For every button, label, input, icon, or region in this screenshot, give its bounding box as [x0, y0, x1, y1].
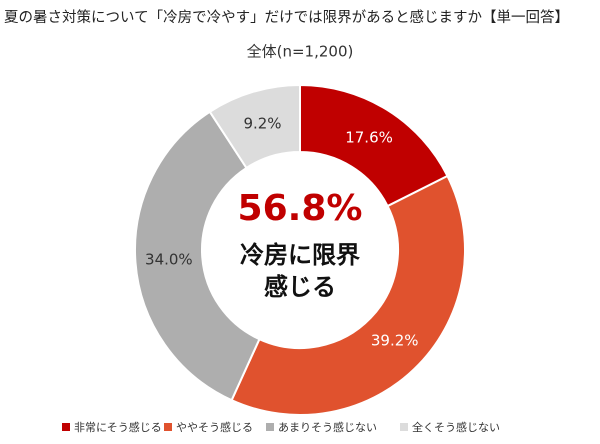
donut-slice	[230, 174, 466, 416]
legend-swatch	[164, 423, 172, 431]
chart-subtitle: 全体(n=1,200)	[247, 43, 354, 61]
legend-swatch	[266, 423, 274, 431]
legend-swatch	[400, 423, 408, 431]
center-annotation: 56.8%	[238, 188, 363, 229]
value-label: 39.2%	[371, 332, 419, 350]
legend-label: 非常にそう感じる	[74, 421, 162, 434]
center-label: 感じる	[264, 273, 336, 301]
center-label: 冷房に限界	[240, 241, 360, 269]
value-label: 17.6%	[345, 129, 393, 147]
legend-label: ややそう感じる	[176, 421, 253, 434]
value-label: 9.2%	[243, 114, 281, 132]
legend-label: 全くそう感じない	[412, 420, 500, 434]
legend-swatch	[62, 423, 70, 431]
donut-slice	[208, 83, 301, 170]
legend-label: あまりそう感じない	[278, 421, 377, 434]
donut-slice	[134, 110, 261, 402]
chart-title: 夏の暑さ対策について「冷房で冷やす」だけでは限界があると感じますか【単一回答】	[4, 9, 569, 26]
value-label: 34.0%	[145, 250, 193, 268]
